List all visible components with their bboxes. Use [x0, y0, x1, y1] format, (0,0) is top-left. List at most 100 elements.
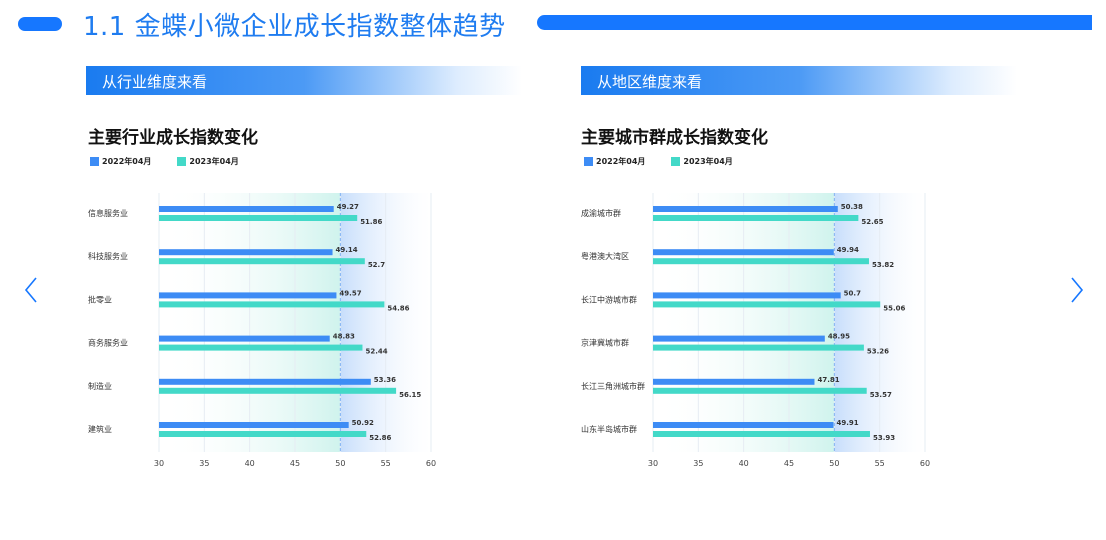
bar-2023: [159, 215, 358, 221]
x-tick-label: 30: [648, 459, 658, 468]
data-label: 51.86: [360, 218, 382, 226]
data-label: 49.57: [339, 289, 361, 297]
data-label: 50.7: [844, 289, 861, 297]
data-label: 53.36: [374, 376, 396, 384]
legend-item-2023: 2023年04月: [177, 156, 239, 167]
legend-swatch-2023: [177, 157, 187, 166]
title-decoration-bar: [537, 15, 1092, 30]
category-label: 粤港澳大湾区: [581, 251, 629, 261]
bar-2023: [159, 301, 385, 308]
section-header-label: 从地区维度来看: [597, 73, 703, 91]
bar-2022: [653, 422, 834, 428]
bar-2022: [653, 206, 838, 212]
category-label: 科技服务业: [88, 251, 128, 261]
bar-2022: [159, 422, 349, 428]
chart-title-city: 主要城市群成长指数变化: [581, 128, 768, 148]
legend-label-2023: 2023年04月: [189, 157, 239, 166]
category-label: 长江中游城市群: [581, 294, 637, 304]
data-label: 54.86: [387, 304, 409, 312]
data-label: 52.86: [369, 434, 391, 442]
section-header-region: 从地区维度来看: [581, 66, 1017, 95]
page-title: 1.1 金蝶小微企业成长指数整体趋势: [83, 12, 506, 42]
legend-label-2022: 2022年04月: [102, 157, 152, 166]
bar-2023: [653, 344, 864, 351]
legend-item-2022: 2022年04月: [90, 156, 151, 167]
x-tick-label: 50: [829, 459, 839, 468]
data-label: 56.15: [399, 391, 421, 399]
category-label: 山东半岛城市群: [581, 424, 637, 434]
category-label: 建筑业: [88, 424, 112, 434]
bar-2022: [653, 292, 841, 299]
bar-2023: [653, 301, 881, 308]
x-tick-label: 55: [875, 459, 885, 468]
category-label: 批零业: [88, 294, 112, 304]
bar-2022: [653, 335, 825, 342]
data-label: 50.92: [352, 419, 374, 427]
chevron-right-icon: [1071, 277, 1084, 303]
bar-2022: [159, 292, 337, 299]
data-label: 49.27: [337, 203, 359, 211]
data-label: 53.82: [872, 261, 894, 269]
data-label: 53.26: [867, 348, 889, 356]
data-label: 49.91: [837, 419, 859, 427]
bar-2022: [159, 206, 334, 212]
data-label: 52.7: [368, 261, 385, 269]
data-label: 53.93: [873, 434, 895, 442]
data-label: 49.14: [336, 246, 358, 254]
bar-2023: [159, 431, 367, 437]
bar-2022: [159, 335, 330, 342]
data-label: 49.94: [837, 246, 859, 254]
category-label: 成渝城市群: [581, 208, 621, 218]
data-label: 47.81: [817, 376, 839, 384]
chart-title-industry: 主要行业成长指数变化: [88, 128, 258, 148]
bar-2023: [653, 431, 870, 437]
x-tick-label: 35: [693, 459, 703, 468]
category-label: 信息服务业: [88, 208, 128, 218]
data-label: 48.95: [828, 333, 850, 341]
legend-swatch-2022: [90, 157, 99, 166]
legend-label-2022: 2022年04月: [596, 157, 646, 166]
category-label: 长江三角洲城市群: [581, 381, 645, 391]
chevron-left-icon: [24, 277, 37, 303]
next-page-button[interactable]: [1066, 276, 1086, 304]
title-accent-bar: [18, 17, 62, 31]
bar-2023: [159, 387, 397, 394]
legend-industry: 2022年04月 2023年04月: [90, 156, 265, 167]
bar-2022: [653, 378, 815, 385]
category-label: 商务服务业: [88, 338, 128, 348]
section-header-industry: 从行业维度来看: [86, 66, 522, 95]
category-label: 制造业: [88, 381, 112, 391]
data-label: 48.83: [333, 333, 355, 341]
bar-2023: [653, 387, 867, 394]
x-tick-label: 45: [784, 459, 794, 468]
x-tick-label: 40: [245, 459, 255, 468]
legend-item-2023: 2023年04月: [671, 156, 733, 167]
bar-2022: [653, 249, 834, 256]
data-label: 53.57: [870, 391, 892, 399]
data-label: 52.65: [861, 218, 883, 226]
x-tick-label: 45: [290, 459, 300, 468]
legend-label-2023: 2023年04月: [683, 157, 733, 166]
bar-2022: [159, 249, 333, 256]
x-tick-label: 60: [426, 459, 436, 468]
x-tick-label: 60: [920, 459, 930, 468]
bar-2023: [159, 258, 365, 265]
bar-2023: [653, 215, 859, 221]
data-label: 52.44: [365, 348, 387, 356]
x-tick-label: 40: [739, 459, 749, 468]
data-label: 50.38: [841, 203, 863, 211]
previous-page-button[interactable]: [22, 276, 42, 304]
x-tick-label: 55: [381, 459, 391, 468]
bar-2023: [159, 344, 363, 351]
category-label: 京津冀城市群: [581, 338, 629, 348]
legend-city: 2022年04月 2023年04月: [584, 156, 759, 167]
x-tick-label: 35: [199, 459, 209, 468]
x-tick-label: 30: [154, 459, 164, 468]
legend-swatch-2023: [671, 157, 681, 166]
section-header-label: 从行业维度来看: [102, 73, 208, 91]
bar-2022: [159, 378, 371, 385]
legend-swatch-2022: [584, 157, 593, 166]
x-tick-label: 50: [335, 459, 345, 468]
data-label: 55.06: [883, 304, 905, 312]
